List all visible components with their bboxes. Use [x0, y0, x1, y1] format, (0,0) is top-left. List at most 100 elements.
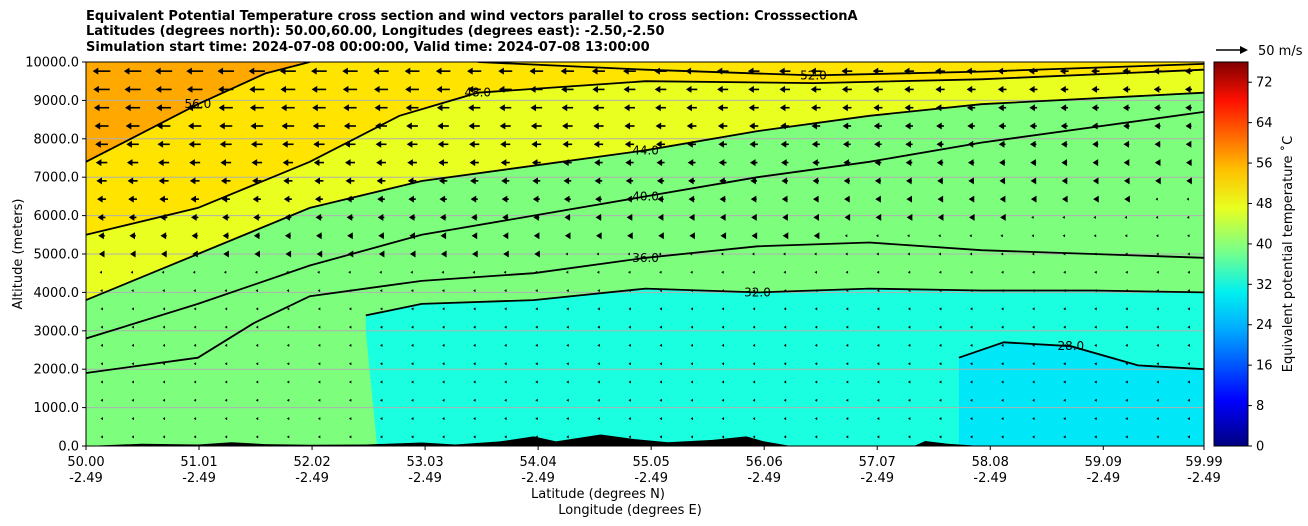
wind-vector [1187, 343, 1190, 347]
wind-vector [842, 140, 851, 148]
wind-vector [193, 289, 196, 293]
wind-vector [441, 270, 444, 274]
wind-vector [1187, 362, 1190, 366]
wind-vector [1031, 215, 1034, 219]
wind-vector [876, 325, 880, 329]
wind-vector [876, 289, 880, 293]
colorbar: 0 8 16 24 32 40 48 56 64 72 Equivalent potential … [1213, 61, 1296, 455]
wind-vector [410, 289, 414, 293]
x-tick-label-lon: -2.49 [1187, 471, 1221, 486]
wind-vector [160, 232, 167, 240]
wind-vector [876, 435, 880, 439]
wind-vector [1187, 270, 1190, 274]
wind-vector [907, 343, 911, 347]
wind-vector [470, 195, 478, 203]
wind-vector [249, 104, 264, 112]
wind-vector [220, 159, 232, 167]
wind-vector [1000, 252, 1004, 256]
wind-vector [1187, 435, 1190, 439]
x-tick-label-lon: -2.49 [69, 471, 103, 486]
wind-vector [685, 85, 698, 93]
wind-vector [904, 85, 914, 93]
wind-vector [999, 159, 1006, 167]
wind-vector [255, 325, 259, 329]
wind-vector [1091, 85, 1100, 93]
wind-vector [1030, 159, 1037, 167]
wind-vector [597, 307, 600, 311]
wind-vector [316, 250, 323, 258]
wind-vector [872, 67, 884, 75]
wind-vector [1001, 307, 1004, 311]
wind-vector [317, 343, 321, 347]
wind-vector [1094, 362, 1097, 366]
wind-vector [406, 122, 418, 130]
wind-vector [939, 435, 942, 439]
wind-vector [473, 343, 476, 347]
quiver-key: 50 m/s [1216, 44, 1303, 59]
wind-vector [123, 67, 142, 75]
wind-vector [1029, 122, 1037, 130]
wind-vector [500, 140, 511, 148]
wind-vector [156, 122, 171, 130]
wind-vector [752, 398, 756, 402]
wind-vector [129, 232, 136, 240]
wind-vector [314, 177, 324, 185]
wind-vector [251, 159, 263, 167]
wind-vector [970, 362, 973, 366]
wind-vector [1032, 325, 1035, 329]
field-zone-warmer [86, 62, 1204, 235]
wind-vector [126, 140, 139, 148]
wind-vector [128, 195, 137, 203]
wind-vector [193, 417, 197, 421]
wind-vector [100, 343, 103, 347]
wind-vector [411, 380, 414, 384]
wind-vector [192, 270, 196, 274]
colorbar-ticks: 0 8 16 24 32 40 48 56 64 72 [1248, 76, 1273, 455]
wind-vector [162, 380, 166, 384]
wind-vector [842, 104, 852, 112]
wind-vector [1186, 215, 1190, 219]
wind-vector [193, 362, 197, 366]
wind-vector [1063, 362, 1066, 366]
wind-vector [594, 159, 603, 167]
wind-vector [473, 307, 476, 311]
wind-vector [193, 435, 197, 439]
wind-vector [128, 213, 137, 221]
wind-vector [100, 435, 103, 439]
wind-vector [411, 325, 414, 329]
wind-vector [223, 250, 229, 258]
wind-vector [315, 213, 323, 221]
wind-vector [442, 435, 445, 439]
colorbar-tick-label: 16 [1256, 359, 1273, 374]
wind-vector [1187, 325, 1190, 329]
wind-vector [98, 232, 105, 240]
wind-vector [560, 67, 575, 75]
wind-vector [188, 122, 202, 130]
wind-vector [535, 362, 538, 366]
wind-vector [1092, 140, 1099, 148]
wind-vector [470, 177, 479, 185]
wind-vector [842, 122, 852, 130]
wind-vector [224, 289, 227, 293]
wind-vector [907, 307, 911, 311]
wind-vector [162, 325, 166, 329]
contour-52 [477, 62, 1204, 77]
x-tick-label-lat: 59.99 [1185, 455, 1222, 470]
wind-vector [97, 195, 107, 203]
wind-vector [283, 177, 293, 185]
wind-vector [1125, 270, 1128, 274]
wind-vector [939, 380, 942, 384]
wind-vector [720, 252, 724, 256]
wind-vector [628, 307, 631, 311]
wind-vector [998, 104, 1007, 112]
wind-vector [1092, 159, 1099, 167]
contour-lines: 56.0 52.0 48.0 44.0 40.0 36.0 32.0 28.0 [86, 62, 1204, 374]
wind-vector [752, 307, 756, 311]
wind-vector [1063, 307, 1066, 311]
wind-vector [811, 104, 821, 112]
wind-vector [688, 195, 695, 203]
wind-vector [935, 85, 945, 93]
x-tick-label-lon: -2.49 [973, 471, 1007, 486]
x-tick-label-lon: -2.49 [634, 471, 668, 486]
